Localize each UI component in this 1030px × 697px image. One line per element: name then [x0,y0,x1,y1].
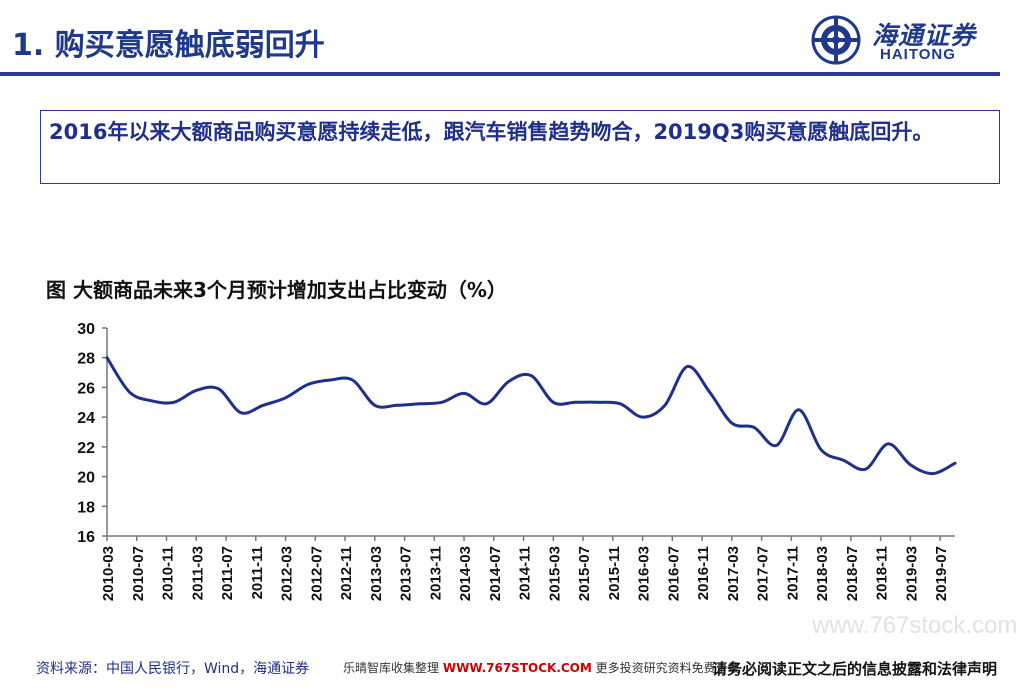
x-tick-label: 2012-03 [279,546,296,601]
x-tick-label: 2010-11 [160,546,177,600]
overlay-banner-left: 乐晴智库收集整理 [343,661,440,675]
x-tick-label: 2014-07 [487,546,504,601]
x-tick-label: 2011-11 [249,546,266,599]
x-tick-label: 2018-11 [874,546,891,600]
slide-title: 1. 购买意愿触底弱回升 [12,28,325,63]
x-tick-label: 2017-03 [725,546,742,601]
x-tick-label: 2014-03 [457,546,474,601]
x-tick-label: 2013-07 [398,546,415,601]
summary-text: 2016年以来大额商品购买意愿持续走低，跟汽车销售趋势吻合，2019Q3购买意愿… [49,120,934,144]
watermark: www.767stock.com [812,612,1018,639]
y-tick-label: 16 [77,529,95,546]
x-tick-label: 2014-11 [517,546,534,600]
logo-name-cn: 海通证券 [872,21,977,50]
y-tick-label: 26 [77,380,95,397]
x-tick-label: 2019-07 [933,546,950,601]
x-tick-label: 2018-07 [844,546,861,601]
x-tick-label: 2015-07 [576,546,593,601]
overlay-banner-right: 更多投资研究资料免费下载 [595,661,740,675]
x-tick-label: 2016-11 [695,546,712,600]
x-tick-label: 2016-03 [636,546,653,601]
x-tick-label: 2011-07 [219,546,236,600]
overlay-banner: 乐晴智库收集整理 WWW.767STOCK.COM 更多投资研究资料免费下载 [343,659,740,676]
x-tick-label: 2012-11 [338,546,355,600]
x-tick-label: 2017-07 [755,546,772,601]
y-tick-label: 22 [77,440,95,457]
overlay-banner-site: WWW.767STOCK.COM [442,661,592,675]
x-tick-label: 2010-07 [130,546,147,601]
x-tick-label: 2011-03 [189,546,206,600]
title-divider [0,72,1000,76]
y-axis: 16 18 20 22 24 26 28 30 [77,321,108,546]
x-tick-label: 2015-11 [606,546,623,600]
y-tick-label: 20 [77,470,95,487]
figure-title: 图 大额商品未来3个月预计增加支出占比变动（%） [46,278,507,302]
x-tick-label: 2018-03 [814,546,831,601]
company-logo: 海通证券 HAITONG [808,14,998,66]
x-tick-label: 2015-03 [546,546,563,601]
summary-box: 2016年以来大额商品购买意愿持续走低，跟汽车销售趋势吻合，2019Q3购买意愿… [40,110,1000,184]
x-tick-label: 2013-03 [368,546,385,601]
haitong-logo-icon [811,15,861,65]
source-note: 资料来源：中国人民银行，Wind，海通证券 [36,661,310,677]
x-tick-label: 2010-03 [100,546,117,601]
y-tick-label: 28 [77,351,95,368]
x-tick-label: 2016-07 [665,546,682,601]
series-line [105,356,957,476]
x-tick-label: 2017-11 [784,546,801,600]
x-tick-label: 2013-11 [427,546,444,600]
x-tick-label: 2012-07 [308,546,325,601]
x-tick-label: 2019-03 [903,546,920,601]
legal-disclaimer: 请务必阅读正文之后的信息披露和法律声明 [712,660,998,678]
y-tick-label: 30 [77,321,95,338]
y-tick-label: 18 [77,499,95,516]
logo-name-en: HAITONG [880,46,956,63]
x-axis: 2010-03 2010-07 2010-11 2011-03 2011-07 2011-… [100,535,955,601]
y-tick-label: 24 [77,410,95,427]
